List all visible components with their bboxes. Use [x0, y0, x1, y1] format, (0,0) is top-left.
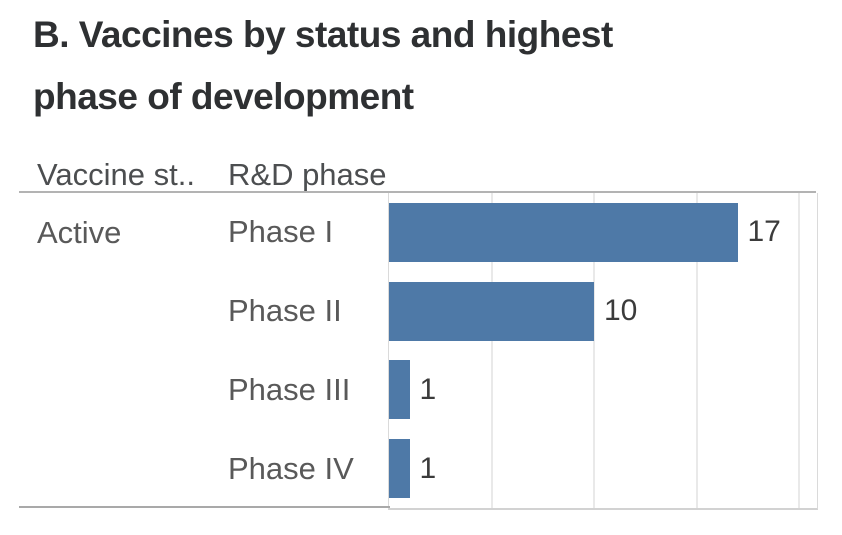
bar-phase-ii[interactable]: [389, 281, 594, 341]
row-header-phase-iii[interactable]: Phase III: [228, 371, 351, 407]
axis-baseline: [19, 506, 390, 508]
bar-value-label-phase-i: 17: [747, 215, 781, 249]
column-header-rd-phase[interactable]: R&D phase: [228, 157, 387, 192]
row-header-active[interactable]: Active: [37, 214, 122, 250]
phase-label-pane: Phase I Phase II Phase III Phase IV: [228, 193, 386, 508]
plot-area: 17 10 1 1: [388, 193, 818, 510]
gridline: [695, 193, 698, 508]
chart-title-line-2: phase of development: [33, 76, 414, 117]
row-header-phase-iv[interactable]: Phase IV: [228, 450, 354, 486]
bar-value-label-phase-iv: 1: [419, 451, 437, 485]
column-header-vaccine-status[interactable]: Vaccine st..: [37, 157, 195, 192]
row-header-phase-ii[interactable]: Phase II: [228, 293, 342, 329]
header-divider-line: [19, 191, 816, 193]
bar-phase-iv[interactable]: [389, 439, 410, 499]
gridline: [593, 193, 595, 508]
bar-phase-i[interactable]: [389, 202, 738, 262]
gridline: [490, 193, 493, 508]
bar-value-label-phase-ii: 10: [604, 294, 638, 328]
gridline: [798, 193, 800, 508]
bar-value-label-phase-iii: 1: [419, 372, 437, 406]
chart-title: B. Vaccines by status and highest phase …: [33, 4, 613, 128]
bar-phase-iii[interactable]: [389, 360, 410, 420]
row-header-phase-i[interactable]: Phase I: [228, 214, 334, 250]
chart-title-line-1: B. Vaccines by status and highest: [33, 14, 613, 55]
